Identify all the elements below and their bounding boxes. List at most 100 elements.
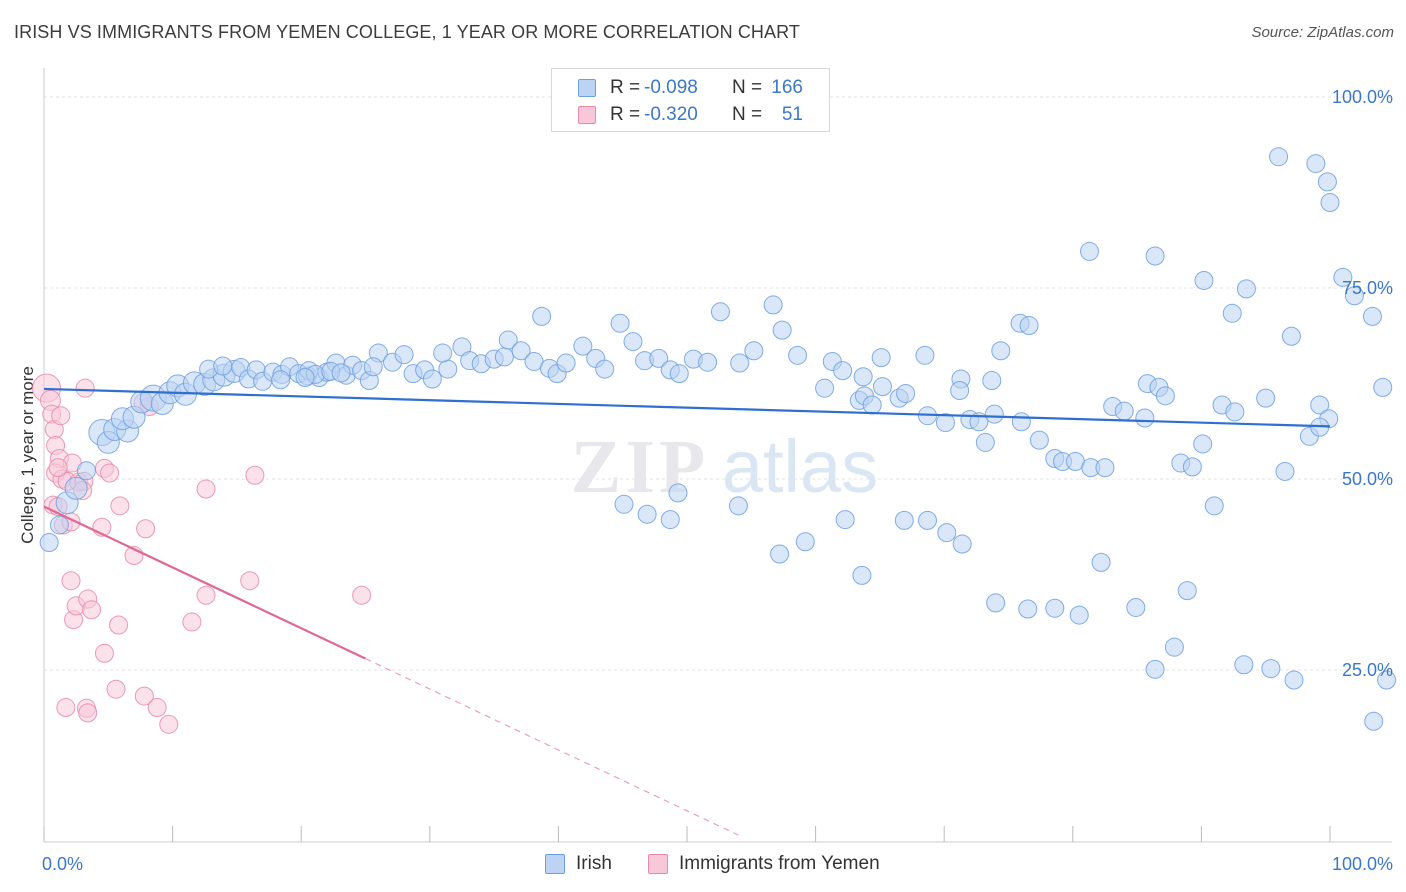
- irish-point: [772, 320, 792, 340]
- irish-point: [795, 532, 815, 552]
- yemen-point: [110, 496, 130, 516]
- yemen-point: [352, 585, 372, 605]
- yemen-point: [61, 571, 81, 591]
- yemen-point: [182, 612, 202, 632]
- irish-point: [1306, 154, 1326, 174]
- irish-point: [511, 341, 531, 361]
- irish-point: [917, 510, 937, 530]
- irish-point: [1377, 670, 1397, 690]
- irish-point: [1091, 552, 1111, 572]
- n-label: N =: [732, 104, 763, 125]
- irish-point: [788, 345, 808, 365]
- irish-point: [862, 395, 882, 415]
- irish-point: [660, 510, 680, 530]
- stats-swatch-irish: [578, 79, 596, 97]
- yemen-point: [48, 458, 68, 478]
- irish-point: [433, 343, 453, 363]
- yemen-point: [82, 600, 102, 620]
- irish-point: [331, 363, 351, 383]
- irish-point: [1145, 659, 1165, 679]
- irish-point: [1269, 147, 1289, 167]
- n-label: N =: [732, 77, 763, 98]
- irish-point: [730, 353, 750, 373]
- irish-point: [1236, 279, 1256, 299]
- irish-point: [984, 404, 1004, 424]
- irish-point: [871, 348, 891, 368]
- irish-point: [1114, 401, 1134, 421]
- x-tick-label: 100.0%: [1332, 854, 1393, 874]
- yemen-point: [78, 703, 98, 723]
- irish-point: [1261, 659, 1281, 679]
- irish-point: [1362, 306, 1382, 326]
- irish-point: [573, 336, 593, 356]
- stats-box: R = -0.098 N = 166 R = -0.320 N = 51: [551, 68, 830, 132]
- irish-point: [623, 332, 643, 352]
- yemen-point: [51, 406, 71, 426]
- irish-point: [1135, 408, 1155, 428]
- watermark-atlas: atlas: [722, 425, 878, 508]
- y-tick-label: 50.0%: [1342, 469, 1393, 489]
- yemen-point: [100, 463, 120, 483]
- irish-point: [1364, 711, 1384, 731]
- y-tick-label: 100.0%: [1332, 87, 1393, 107]
- irish-point: [669, 364, 689, 384]
- irish-point: [363, 357, 383, 377]
- irish-point: [1234, 655, 1254, 675]
- legend-swatch-yemen: [648, 854, 668, 874]
- r-value: -0.320: [644, 104, 698, 125]
- yemen-point: [109, 615, 129, 635]
- yemen-point: [134, 686, 154, 706]
- irish-point: [614, 494, 634, 514]
- yemen-trend-extension: [365, 658, 739, 836]
- irish-point: [852, 565, 872, 585]
- irish-point: [438, 359, 458, 379]
- yemen-point: [240, 571, 260, 591]
- irish-point: [853, 367, 873, 387]
- irish-point: [1018, 599, 1038, 619]
- irish-point: [698, 352, 718, 372]
- irish-point: [975, 432, 995, 452]
- irish-point: [710, 302, 730, 322]
- irish-point: [950, 380, 970, 400]
- irish-point: [49, 515, 69, 535]
- irish-point: [1222, 303, 1242, 323]
- irish-point: [1284, 670, 1304, 690]
- irish-point: [1045, 598, 1065, 618]
- irish-point: [1011, 412, 1031, 432]
- stats-swatch-yemen: [578, 106, 596, 124]
- irish-point: [213, 356, 233, 376]
- irish-point: [1373, 377, 1393, 397]
- irish-point: [1095, 458, 1115, 478]
- irish-point: [1182, 457, 1202, 477]
- irish-point: [1164, 637, 1184, 657]
- irish-point: [982, 371, 1002, 391]
- irish-point: [915, 345, 935, 365]
- irish-point: [1080, 241, 1100, 261]
- irish-point: [1320, 193, 1340, 213]
- legend-label-yemen: Immigrants from Yemen: [679, 853, 880, 874]
- irish-point: [935, 413, 955, 433]
- irish-point: [668, 483, 688, 503]
- irish-point: [815, 378, 835, 398]
- irish-point: [894, 510, 914, 530]
- yemen-point: [56, 698, 76, 718]
- irish-point: [952, 534, 972, 554]
- irish-point: [76, 461, 96, 481]
- irish-point: [39, 533, 59, 553]
- irish-point: [1310, 395, 1330, 415]
- irish-point: [498, 330, 518, 350]
- irish-point: [295, 367, 315, 387]
- yemen-point: [94, 643, 114, 663]
- yemen-point: [159, 714, 179, 734]
- irish-point: [422, 369, 442, 389]
- series-irish-points: [39, 147, 1397, 731]
- irish-point: [1029, 430, 1049, 450]
- r-value: -0.098: [644, 77, 698, 98]
- irish-point: [1281, 326, 1301, 346]
- irish-point: [532, 306, 552, 326]
- yemen-point: [136, 519, 156, 539]
- irish-point: [1069, 605, 1089, 625]
- irish-point: [1275, 461, 1295, 481]
- irish-point: [872, 377, 892, 397]
- irish-point: [763, 295, 783, 315]
